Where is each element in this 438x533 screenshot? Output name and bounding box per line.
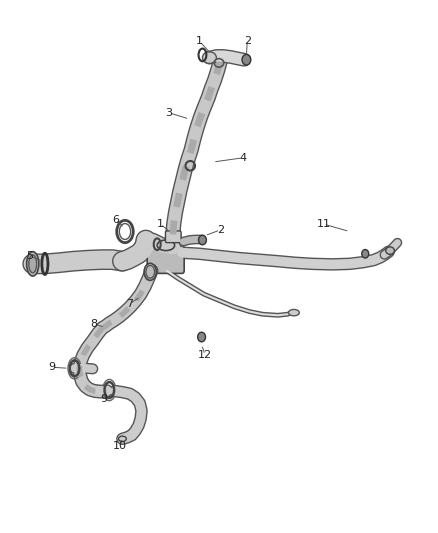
Text: 2: 2 [217, 225, 224, 235]
Ellipse shape [386, 247, 394, 254]
FancyBboxPatch shape [166, 231, 181, 243]
FancyBboxPatch shape [147, 246, 184, 273]
Ellipse shape [288, 310, 299, 316]
Text: 9: 9 [48, 362, 56, 372]
Ellipse shape [157, 240, 175, 251]
Ellipse shape [118, 436, 126, 441]
Text: 1: 1 [196, 36, 203, 46]
Circle shape [362, 249, 369, 258]
Text: 9: 9 [101, 394, 108, 404]
Text: 6: 6 [112, 215, 119, 225]
Ellipse shape [202, 52, 216, 63]
Text: 7: 7 [126, 298, 133, 309]
Text: 3: 3 [166, 108, 173, 118]
Circle shape [198, 332, 205, 342]
Ellipse shape [144, 263, 156, 280]
Text: 5: 5 [26, 251, 33, 261]
Ellipse shape [27, 252, 39, 276]
Text: 2: 2 [244, 36, 251, 46]
Text: 8: 8 [90, 319, 97, 329]
Circle shape [242, 54, 251, 65]
Ellipse shape [146, 265, 155, 278]
Text: 4: 4 [240, 153, 247, 163]
Text: 12: 12 [198, 350, 212, 360]
Circle shape [198, 235, 206, 245]
Text: 10: 10 [113, 441, 127, 451]
Ellipse shape [29, 255, 37, 273]
Text: 1: 1 [157, 219, 164, 229]
Text: 11: 11 [316, 219, 330, 229]
